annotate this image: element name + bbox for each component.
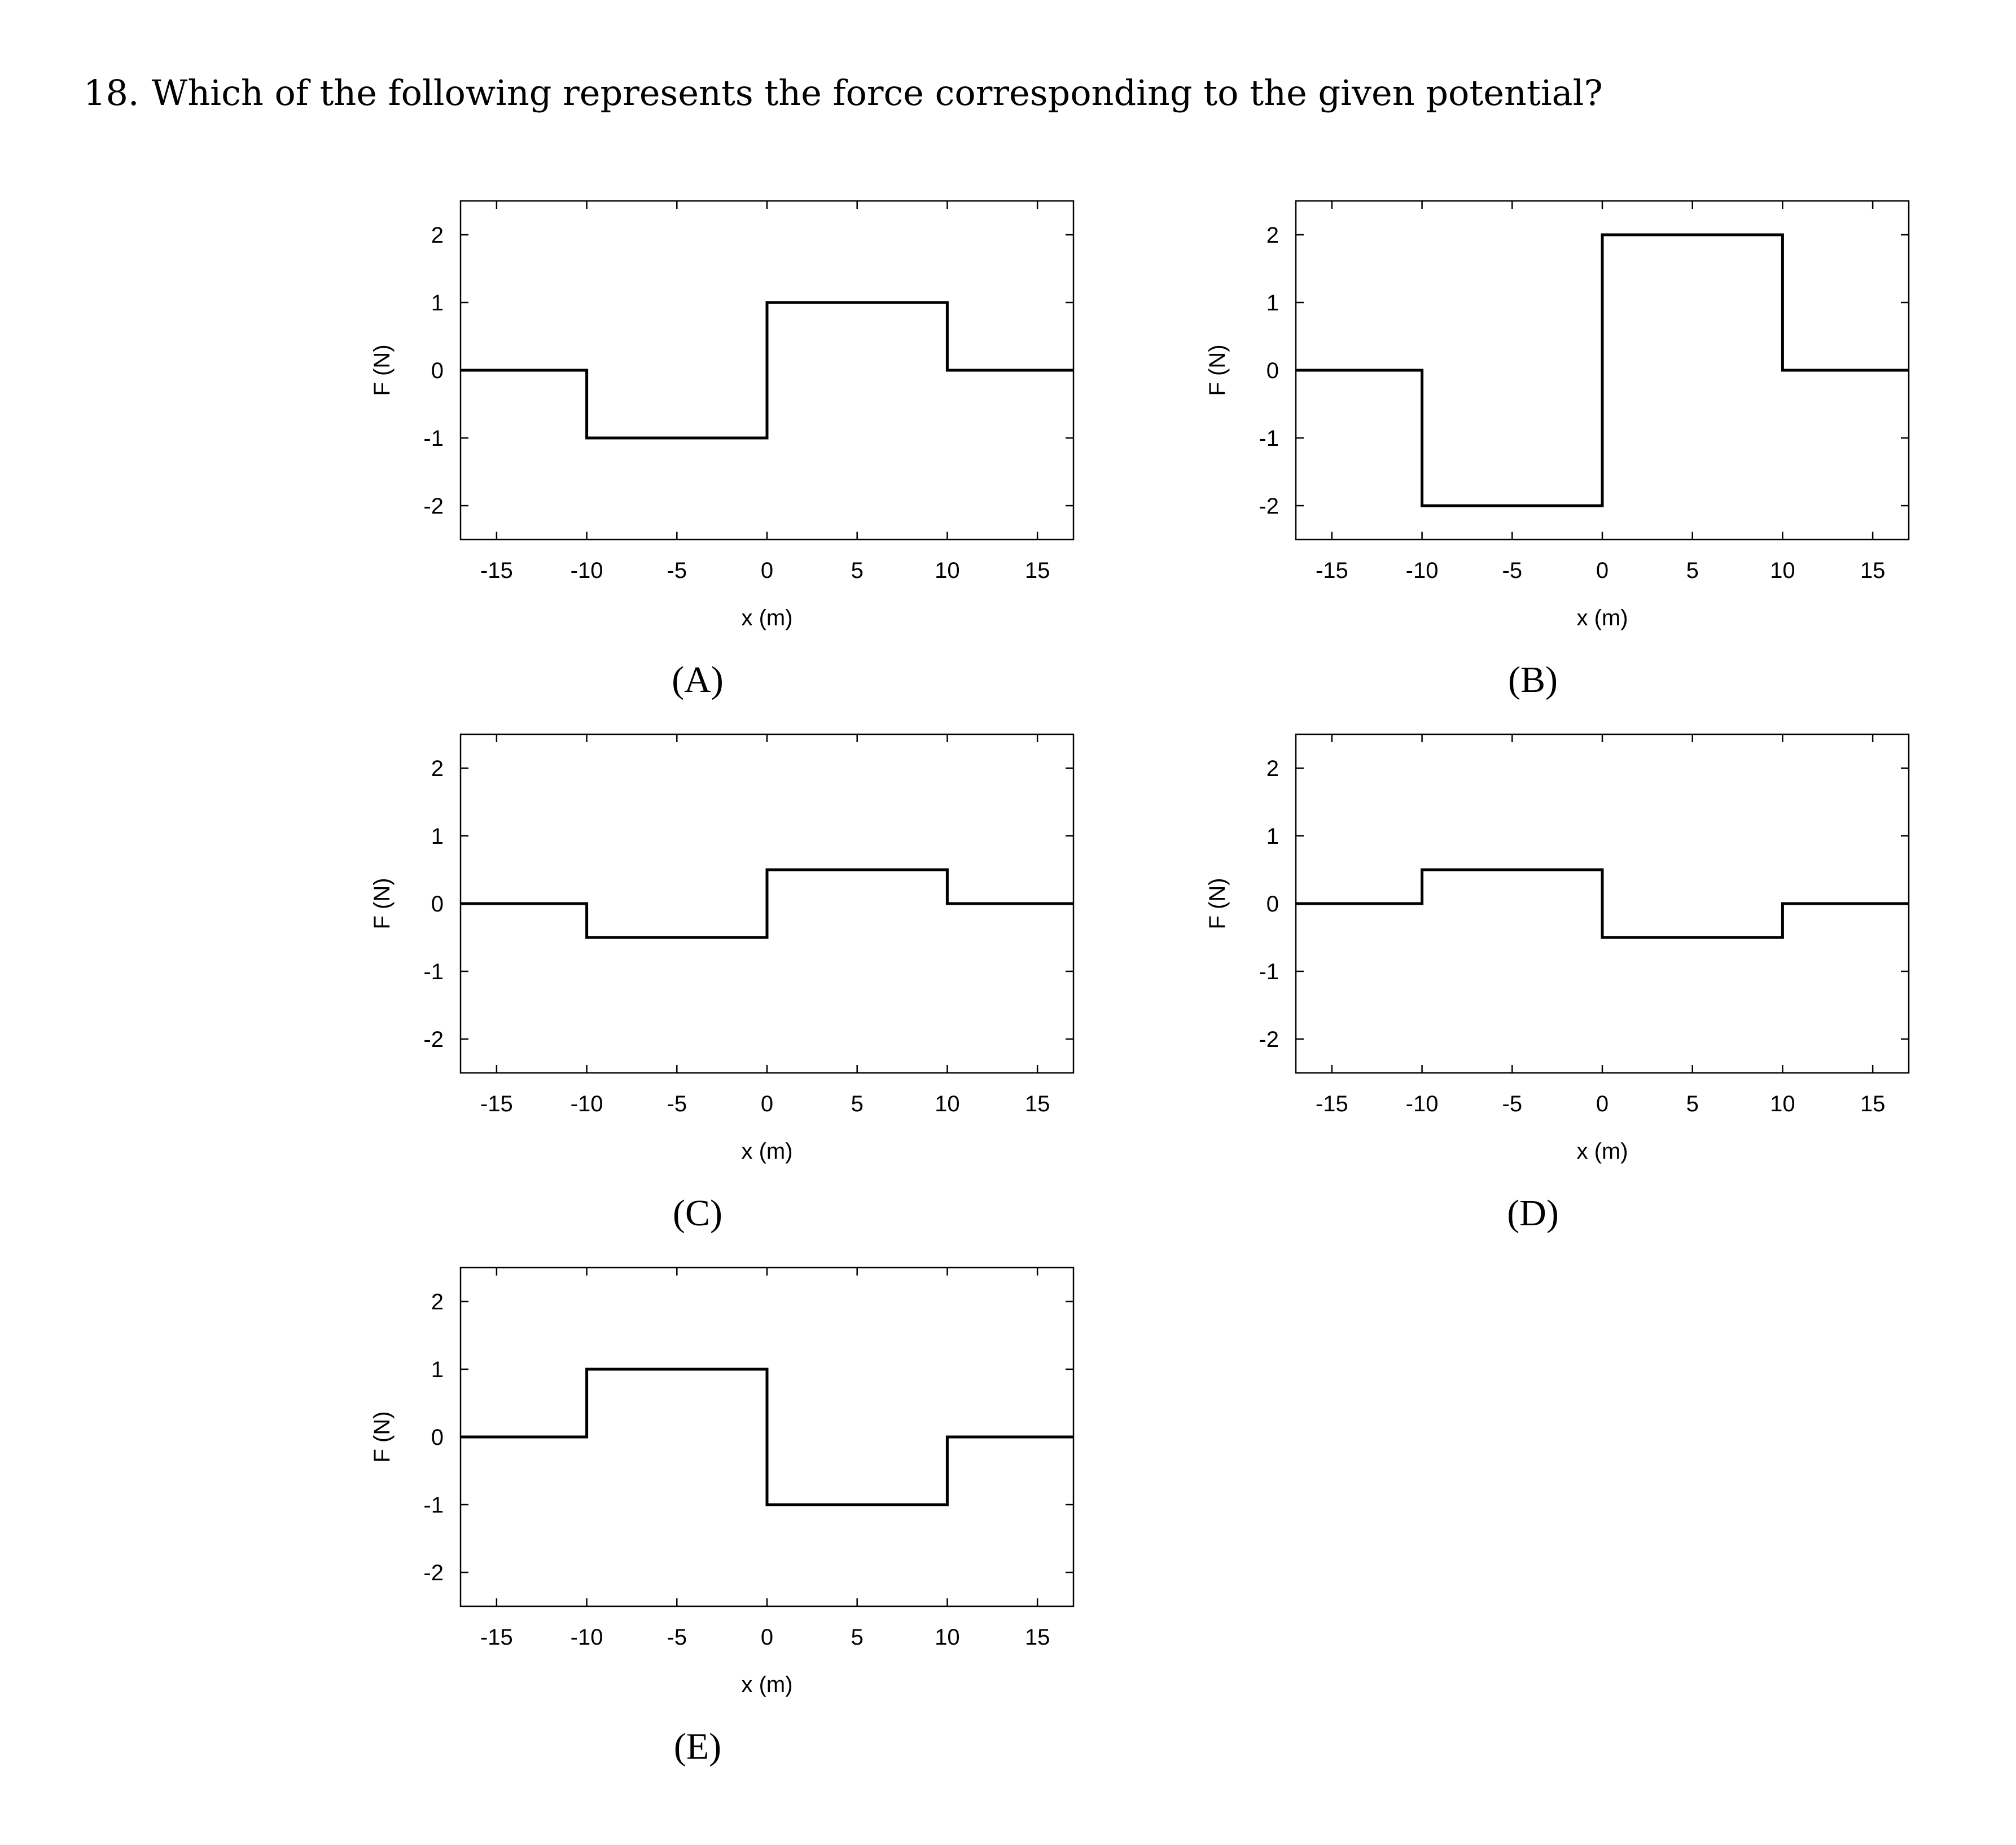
y-tick-label: 1 <box>1266 824 1279 849</box>
y-tick-label: 0 <box>431 1425 444 1450</box>
x-axis-label: x (m) <box>1576 1139 1628 1164</box>
y-tick-label: 1 <box>431 824 444 849</box>
x-tick-label: -5 <box>1502 558 1523 583</box>
option-label: (C) <box>673 1193 722 1234</box>
option-label: (A) <box>672 659 724 700</box>
x-tick-label: 5 <box>851 1625 864 1650</box>
x-tick-label: 15 <box>1860 1092 1886 1116</box>
y-tick-label: 0 <box>431 358 444 383</box>
y-tick-label: -2 <box>1259 1027 1279 1052</box>
x-tick-label: 0 <box>761 1625 773 1650</box>
x-tick-label: 15 <box>1025 1625 1050 1650</box>
x-tick-label: 10 <box>935 558 960 583</box>
x-tick-label: 0 <box>761 558 773 583</box>
force-series-line <box>461 1368 1073 1506</box>
y-tick-label: 2 <box>431 756 444 781</box>
option-label: (E) <box>674 1726 721 1767</box>
y-axis-label: F (N) <box>370 344 395 396</box>
y-tick-label: 1 <box>1266 291 1279 315</box>
x-tick-label: -10 <box>1406 1092 1439 1116</box>
x-tick-label: 15 <box>1025 1092 1050 1116</box>
y-tick-label: 0 <box>1266 892 1279 917</box>
y-tick-label: -2 <box>423 1561 444 1585</box>
x-tick-label: 5 <box>851 1092 864 1116</box>
y-tick-label: -1 <box>423 1493 444 1518</box>
x-tick-label: -5 <box>1502 1092 1523 1116</box>
x-tick-label: 5 <box>851 558 864 583</box>
option-label: (B) <box>1508 659 1558 700</box>
y-tick-label: 2 <box>431 223 444 248</box>
y-tick-label: 2 <box>1266 756 1279 781</box>
y-tick-label: 0 <box>431 892 444 917</box>
y-axis-label: F (N) <box>1205 344 1230 396</box>
x-axis-label: x (m) <box>741 1672 792 1697</box>
y-tick-label: 2 <box>431 1290 444 1314</box>
x-tick-label: -5 <box>667 558 687 583</box>
x-tick-label: -15 <box>480 1092 513 1116</box>
x-tick-label: 0 <box>761 1092 773 1116</box>
question-number: 18. <box>84 72 139 113</box>
y-tick-label: 2 <box>1266 223 1279 248</box>
y-tick-label: -1 <box>1259 959 1279 984</box>
x-tick-label: 10 <box>935 1092 960 1116</box>
x-tick-label: 10 <box>1770 558 1795 583</box>
y-axis-label: F (N) <box>370 1411 395 1462</box>
x-tick-label: 5 <box>1686 558 1699 583</box>
question-prompt: Which of the following represents the fo… <box>151 72 1603 113</box>
x-tick-label: 5 <box>1686 1092 1699 1116</box>
y-tick-label: -1 <box>1259 426 1279 451</box>
x-tick-label: 15 <box>1860 558 1886 583</box>
x-axis-label: x (m) <box>1576 606 1628 630</box>
force-series-line <box>1296 233 1909 507</box>
x-axis-label: x (m) <box>741 1139 792 1164</box>
x-tick-label: 15 <box>1025 558 1050 583</box>
x-tick-label: 0 <box>1596 558 1609 583</box>
x-tick-label: -10 <box>571 1092 603 1116</box>
x-tick-label: -10 <box>1406 558 1439 583</box>
y-axis-label: F (N) <box>370 878 395 929</box>
x-tick-label: -15 <box>480 1625 513 1650</box>
question-text: 18. Which of the following represents the… <box>84 72 1603 113</box>
x-tick-label: -15 <box>1316 558 1348 583</box>
x-tick-label: -15 <box>1316 1092 1348 1116</box>
y-tick-label: -2 <box>423 494 444 519</box>
y-tick-label: -1 <box>423 426 444 451</box>
force-series-line <box>461 301 1073 440</box>
force-series-line <box>461 868 1073 939</box>
x-tick-label: 0 <box>1596 1092 1609 1116</box>
y-tick-label: -2 <box>423 1027 444 1052</box>
x-tick-label: 10 <box>935 1625 960 1650</box>
x-tick-label: -5 <box>667 1625 687 1650</box>
x-axis-label: x (m) <box>741 606 792 630</box>
y-tick-label: -2 <box>1259 494 1279 519</box>
x-tick-label: -15 <box>480 558 513 583</box>
y-axis-label: F (N) <box>1205 878 1230 929</box>
x-tick-label: -10 <box>571 558 603 583</box>
y-tick-label: -1 <box>423 959 444 984</box>
force-series-line <box>1296 868 1909 939</box>
y-tick-label: 1 <box>431 291 444 315</box>
x-tick-label: -10 <box>571 1625 603 1650</box>
y-tick-label: 0 <box>1266 358 1279 383</box>
x-tick-label: 10 <box>1770 1092 1795 1116</box>
y-tick-label: 1 <box>431 1357 444 1382</box>
option-label: (D) <box>1507 1193 1559 1234</box>
x-tick-label: -5 <box>667 1092 687 1116</box>
